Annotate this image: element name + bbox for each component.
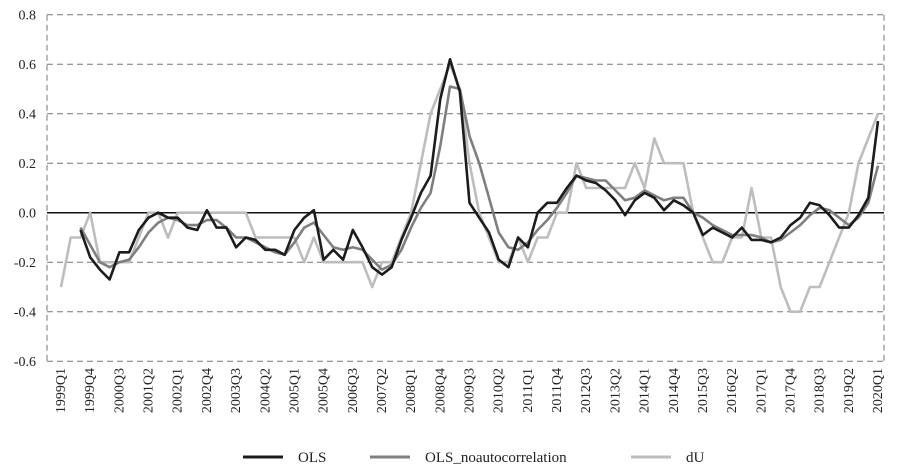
x-tick-label: 1999Q4 — [83, 368, 98, 413]
x-tick-label: 2000Q3 — [112, 368, 127, 413]
x-tick-label: 2017Q1 — [754, 368, 769, 413]
x-tick-label: 2002Q1 — [171, 368, 186, 413]
y-tick-label: 0.8 — [19, 9, 37, 24]
x-tick-label: 1999Q1 — [54, 368, 69, 413]
x-tick-label: 2005Q1 — [287, 368, 302, 413]
x-tick-label: 2001Q2 — [142, 368, 157, 413]
x-tick-label: 2007Q2 — [375, 368, 390, 413]
gridlines — [46, 14, 885, 362]
legend-label: dU — [686, 450, 705, 466]
x-tick-label: 2012Q3 — [579, 368, 594, 413]
x-tick-label: 2009Q3 — [463, 368, 478, 413]
x-tick-label: 2008Q4 — [433, 368, 448, 413]
x-tick-label: 2016Q2 — [725, 368, 740, 413]
x-tick-label: 2004Q2 — [258, 368, 273, 413]
legend-label: OLS_noautocorrelation — [425, 450, 567, 466]
x-tick-label: 2018Q3 — [813, 368, 828, 413]
x-tick-label: 2015Q3 — [696, 368, 711, 413]
series-line-ols — [79, 58, 880, 281]
x-tick-label: 2006Q3 — [346, 368, 361, 413]
x-tick-label: 2014Q1 — [638, 368, 653, 413]
y-tick-label: 0.0 — [19, 207, 37, 222]
x-tick-label: 2010Q2 — [492, 368, 507, 413]
legend: OLS OLS_noautocorrelation dU — [243, 450, 705, 466]
legend-label: OLS — [298, 450, 326, 466]
x-tick-label: 2005Q4 — [317, 368, 332, 413]
x-tick-label: 2013Q2 — [608, 368, 623, 413]
y-tick-label: -0.6 — [14, 355, 36, 370]
x-tick-label: 2020Q1 — [871, 368, 886, 413]
x-tick-label: 2019Q2 — [842, 368, 857, 413]
x-tick-label: 2011Q1 — [521, 368, 536, 413]
x-tick-label: 2003Q3 — [229, 368, 244, 413]
y-axis-tick-labels: 0.8 0.6 0.4 0.2 0.0 -0.2 -0.4 -0.6 — [14, 9, 36, 371]
x-tick-label: 2017Q4 — [783, 368, 798, 413]
x-axis-tick-labels: 1999Q1 1999Q4 2000Q3 2001Q2 2002Q1 2002Q4 2003… — [54, 368, 886, 413]
x-tick-label: 2002Q4 — [200, 368, 215, 413]
y-tick-label: 0.2 — [19, 157, 37, 172]
series-lines — [59, 58, 880, 313]
series-line-du — [59, 62, 880, 313]
x-tick-label: 2014Q4 — [667, 368, 682, 413]
y-tick-label: 0.4 — [19, 108, 37, 123]
y-tick-label: -0.4 — [14, 306, 36, 321]
y-tick-label: -0.2 — [14, 256, 36, 271]
x-tick-label: 2008Q1 — [404, 368, 419, 413]
x-tick-label: 2011Q4 — [550, 368, 565, 413]
y-tick-label: 0.6 — [19, 58, 37, 73]
